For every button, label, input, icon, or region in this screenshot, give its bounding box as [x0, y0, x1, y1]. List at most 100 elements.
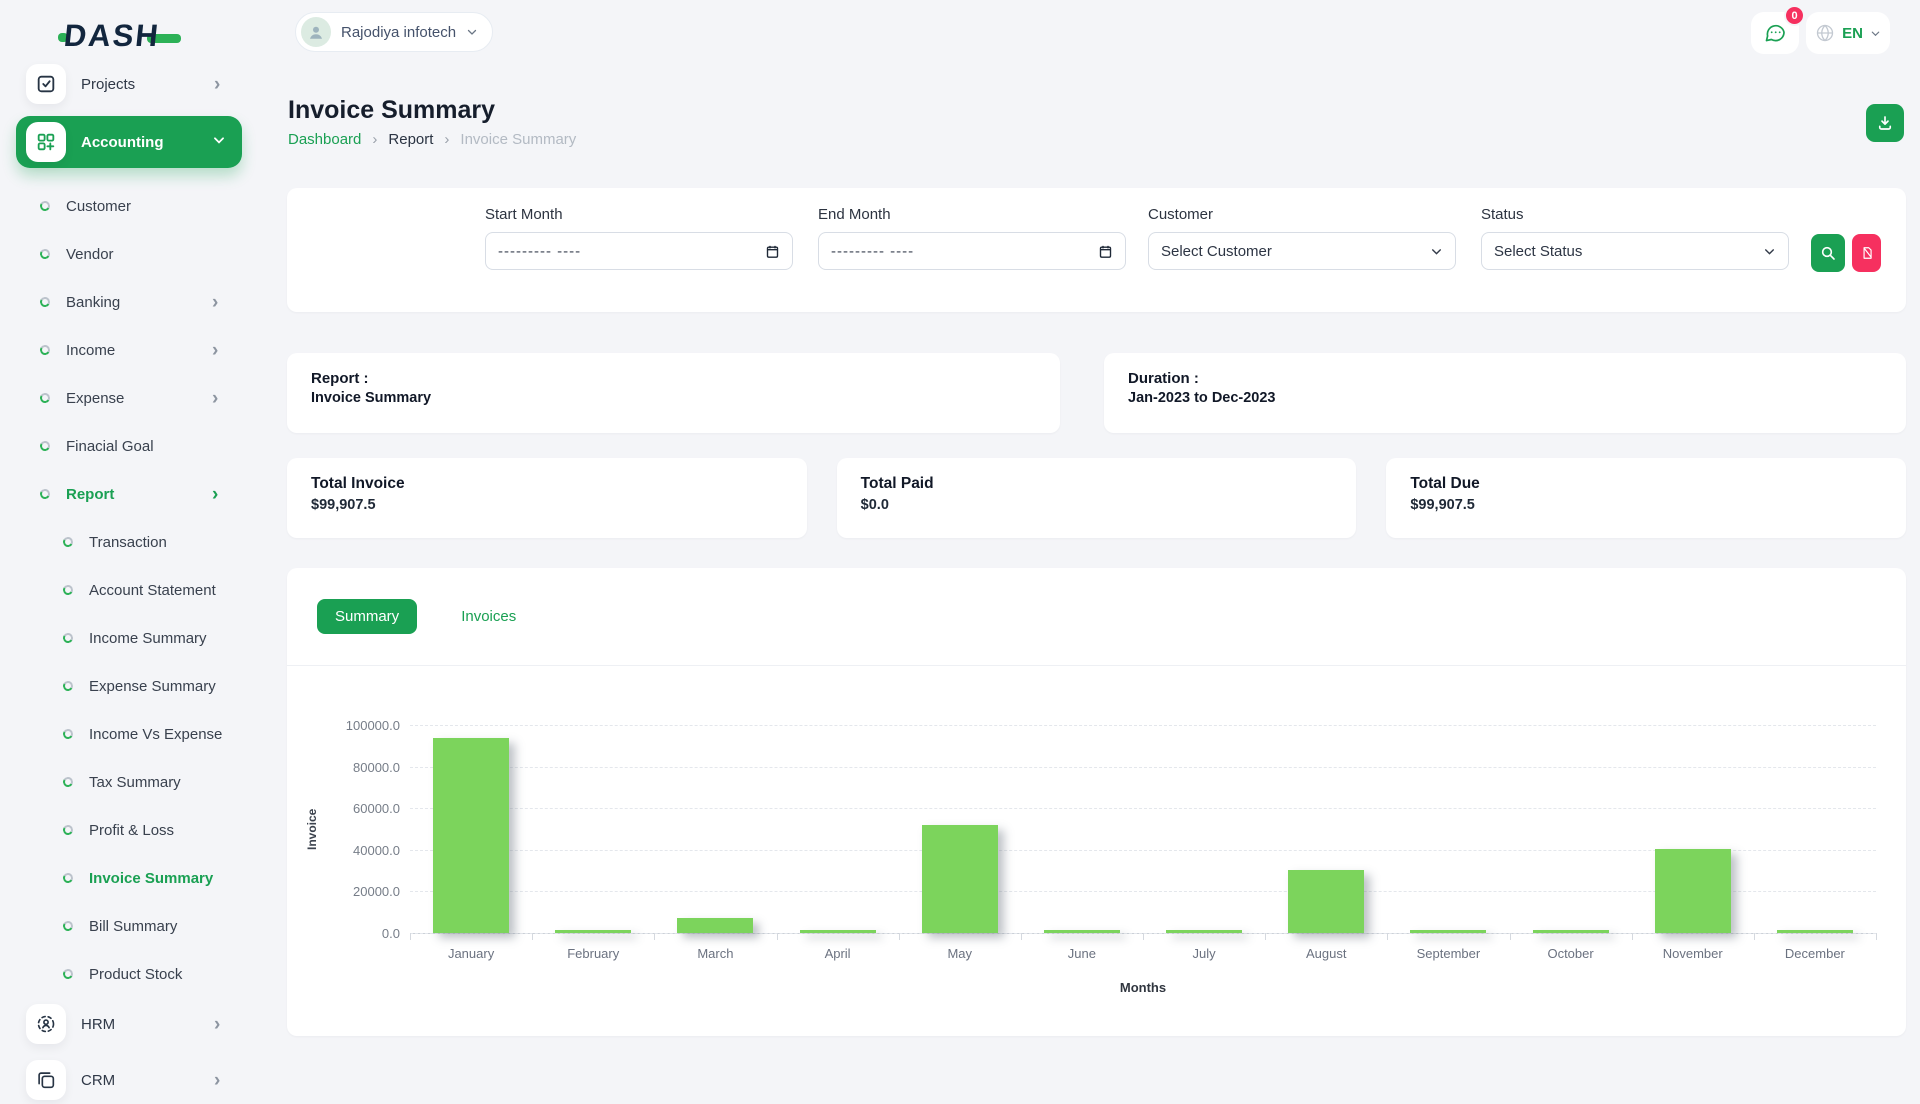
gridline: [410, 725, 1876, 726]
bar-february[interactable]: [555, 930, 631, 933]
end-month-input[interactable]: --------- ----: [818, 232, 1126, 270]
status-select-value: Select Status: [1494, 243, 1582, 260]
breadcrumb-report[interactable]: Report: [388, 131, 433, 148]
sidebar-item-bill-summary[interactable]: Bill Summary: [0, 902, 258, 950]
chevron-down-icon: [466, 26, 478, 38]
sidebar-item-income[interactable]: Income›: [0, 326, 258, 374]
sidebar-item-transaction[interactable]: Transaction: [0, 518, 258, 566]
x-tick-label: June: [1021, 946, 1143, 961]
x-tick-label: September: [1387, 946, 1509, 961]
x-tick-label: May: [899, 946, 1021, 961]
bar-july[interactable]: [1166, 930, 1242, 933]
customer-select[interactable]: Select Customer: [1148, 232, 1456, 270]
reset-filter-button[interactable]: [1852, 234, 1881, 272]
sidebar-item-expense-summary[interactable]: Expense Summary: [0, 662, 258, 710]
download-icon: [1876, 114, 1894, 132]
bullet-icon: [62, 680, 74, 692]
breadcrumb-separator-icon: ›: [444, 131, 449, 148]
reset-icon: [1860, 246, 1874, 260]
language-selector[interactable]: EN: [1806, 12, 1890, 54]
sidebar-item-label: Customer: [66, 198, 131, 215]
breadcrumb-dashboard[interactable]: Dashboard: [288, 131, 361, 148]
notifications-button[interactable]: 0: [1751, 12, 1799, 54]
sidebar-item-accounting[interactable]: Accounting: [16, 116, 242, 168]
total-card-total-invoice: Total Invoice$99,907.5: [287, 458, 807, 538]
sidebar-item-income-vs-expense[interactable]: Income Vs Expense: [0, 710, 258, 758]
sidebar-item-label: Report: [66, 486, 114, 503]
axis-tick: [654, 933, 655, 940]
sidebar-item-report[interactable]: Report›: [0, 470, 258, 518]
bar-november[interactable]: [1655, 849, 1731, 933]
sidebar-item-label: Income Vs Expense: [89, 726, 222, 743]
chevron-right-icon: ›: [214, 1015, 220, 1034]
chevron-down-icon: [212, 133, 226, 152]
chevron-right-icon: ›: [212, 293, 218, 312]
bullet-icon: [62, 776, 74, 788]
bar-june[interactable]: [1044, 930, 1120, 933]
sidebar-item-label: Tax Summary: [89, 774, 181, 791]
sidebar-item-tax-summary[interactable]: Tax Summary: [0, 758, 258, 806]
download-button[interactable]: [1866, 104, 1904, 142]
chevron-down-icon: [1763, 245, 1776, 258]
duration-card: Duration : Jan-2023 to Dec-2023: [1104, 353, 1906, 433]
duration-label: Duration :: [1128, 370, 1882, 387]
sidebar-item-profit-loss[interactable]: Profit & Loss: [0, 806, 258, 854]
sidebar-item-expense[interactable]: Expense›: [0, 374, 258, 422]
sidebar-item-account-statement[interactable]: Account Statement: [0, 566, 258, 614]
brand-logo[interactable]: DASH: [58, 18, 181, 54]
bullet-icon: [62, 824, 74, 836]
y-axis-labels: 0.020000.040000.060000.080000.0100000.0: [315, 725, 400, 933]
bar-may[interactable]: [922, 825, 998, 933]
bar-december[interactable]: [1777, 930, 1853, 933]
bar-october[interactable]: [1533, 930, 1609, 933]
sidebar-item-label: Expense Summary: [89, 678, 216, 695]
x-tick-label: January: [410, 946, 532, 961]
y-tick-label: 80000.0: [315, 760, 400, 775]
x-tick-label: October: [1510, 946, 1632, 961]
sidebar-item-label: CRM: [81, 1072, 115, 1089]
sidebar-item-crm[interactable]: CRM ›: [16, 1056, 242, 1104]
apply-filter-button[interactable]: [1811, 234, 1845, 272]
calendar-icon: [1098, 244, 1113, 259]
sidebar-item-product-stock[interactable]: Product Stock: [0, 950, 258, 998]
totals-row: Total Invoice$99,907.5Total Paid$0.0Tota…: [287, 458, 1906, 538]
sidebar-item-projects[interactable]: Projects ›: [16, 60, 242, 108]
sidebar-item-customer[interactable]: Customer: [0, 182, 258, 230]
accounting-icon: [26, 122, 66, 162]
sidebar-item-income-summary[interactable]: Income Summary: [0, 614, 258, 662]
globe-icon: [1815, 23, 1835, 43]
axis-tick: [1021, 933, 1022, 940]
sidebar-item-hrm[interactable]: HRM ›: [16, 1000, 242, 1048]
y-tick-label: 60000.0: [315, 801, 400, 816]
chevron-down-icon: [1430, 245, 1443, 258]
sidebar-item-finacial-goal[interactable]: Finacial Goal: [0, 422, 258, 470]
start-month-input[interactable]: --------- ----: [485, 232, 793, 270]
sidebar-item-label: Income: [66, 342, 115, 359]
language-code: EN: [1842, 25, 1863, 42]
breadcrumb-separator-icon: ›: [372, 131, 377, 148]
sidebar-item-banking[interactable]: Banking›: [0, 278, 258, 326]
sidebar-item-invoice-summary[interactable]: Invoice Summary: [0, 854, 258, 902]
bar-september[interactable]: [1410, 930, 1486, 933]
bullet-icon: [39, 296, 51, 308]
bar-march[interactable]: [677, 918, 753, 933]
axis-tick: [1632, 933, 1633, 940]
notification-badge: 0: [1784, 5, 1805, 26]
start-month-label: Start Month: [485, 206, 793, 223]
x-axis-labels: JanuaryFebruaryMarchAprilMayJuneJulyAugu…: [410, 946, 1876, 964]
sidebar-item-label: Projects: [81, 76, 135, 93]
y-tick-label: 20000.0: [315, 884, 400, 899]
sidebar-item-vendor[interactable]: Vendor: [0, 230, 258, 278]
avatar: [301, 17, 331, 47]
status-label: Status: [1481, 206, 1789, 223]
workspace-name: Rajodiya infotech: [341, 24, 456, 41]
bar-april[interactable]: [800, 930, 876, 933]
crm-icon: [26, 1060, 66, 1100]
bullet-icon: [39, 344, 51, 356]
bar-january[interactable]: [433, 738, 509, 933]
bullet-icon: [39, 488, 51, 500]
bar-august[interactable]: [1288, 870, 1364, 933]
status-select[interactable]: Select Status: [1481, 232, 1789, 270]
workspace-selector[interactable]: Rajodiya infotech: [295, 12, 493, 52]
plot-area: [410, 725, 1876, 933]
